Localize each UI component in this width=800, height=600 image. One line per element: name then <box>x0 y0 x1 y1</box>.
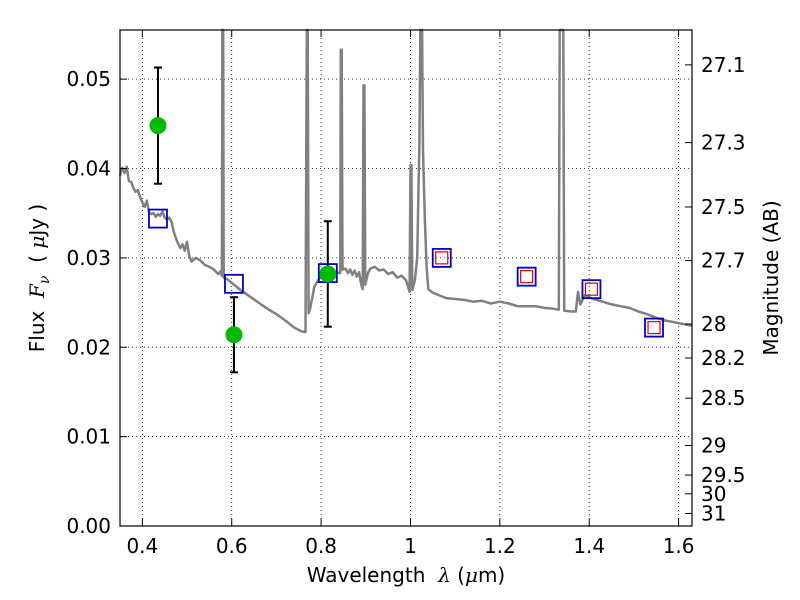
x-tick-label: 1 <box>404 534 417 558</box>
x-tick-label: 1.6 <box>663 534 695 558</box>
y2-tick-label: 30 <box>701 482 726 506</box>
observed-flux-point <box>225 326 243 344</box>
y-axis-title: Flux Fν ( μJy ) <box>25 204 53 352</box>
y2-tick-label: 29.5 <box>701 463 746 487</box>
model-flux-marker <box>647 321 661 335</box>
x-tick-label: 1.2 <box>484 534 516 558</box>
y-axis-ticks: 0.00 0.01 0.02 0.03 0.04 0.05 <box>66 67 127 538</box>
y-tick-label: 0.05 <box>66 67 111 91</box>
band-flux-marker <box>148 208 168 229</box>
y-tick-label: 0.04 <box>66 157 111 181</box>
spectrum-line <box>118 28 693 334</box>
y2-tick-label: 27.1 <box>701 53 746 77</box>
plot-frame <box>119 29 693 527</box>
observed-flux-point <box>319 265 337 283</box>
x-tick-label: 0.4 <box>126 534 158 558</box>
x-tick-label: 1.4 <box>573 534 605 558</box>
photometry-markers <box>148 66 664 374</box>
y2-tick-label: 28.5 <box>701 386 746 410</box>
y-tick-label: 0.00 <box>66 514 111 538</box>
model-flux-marker <box>435 251 449 265</box>
y2-tick-label: 31 <box>701 501 726 525</box>
x-tick-label: 0.8 <box>305 534 337 558</box>
y2-tick-label: 27.5 <box>701 195 746 219</box>
band-flux-marker <box>581 279 602 300</box>
observed-flux-point <box>149 117 167 135</box>
model-flux-marker <box>520 270 534 284</box>
y2-tick-label: 28 <box>701 312 726 336</box>
band-flux-marker <box>644 317 664 338</box>
band-flux-marker <box>224 273 244 294</box>
y2-tick-label: 28.2 <box>701 346 746 370</box>
x-axis-ticks: 0.4 0.6 0.8 1 1.2 1.4 1.6 <box>126 30 695 558</box>
y2-tick-label: 27.3 <box>701 131 746 155</box>
y2-tick-label: 27.7 <box>701 249 746 273</box>
x-axis-title: Wavelength λ (μm) <box>307 563 506 587</box>
band-flux-marker <box>431 247 452 268</box>
y-tick-label: 0.02 <box>66 335 111 359</box>
x-tick-label: 0.6 <box>216 534 248 558</box>
y-tick-label: 0.03 <box>66 246 111 270</box>
model-flux-marker <box>584 282 599 296</box>
y2-tick-label: 29 <box>701 434 726 458</box>
y-tick-label: 0.01 <box>66 425 111 449</box>
model-spectrum <box>118 28 693 334</box>
band-flux-marker <box>516 266 537 287</box>
plot-area <box>120 30 692 526</box>
y2-axis-title: Magnitude (AB) <box>759 200 783 355</box>
